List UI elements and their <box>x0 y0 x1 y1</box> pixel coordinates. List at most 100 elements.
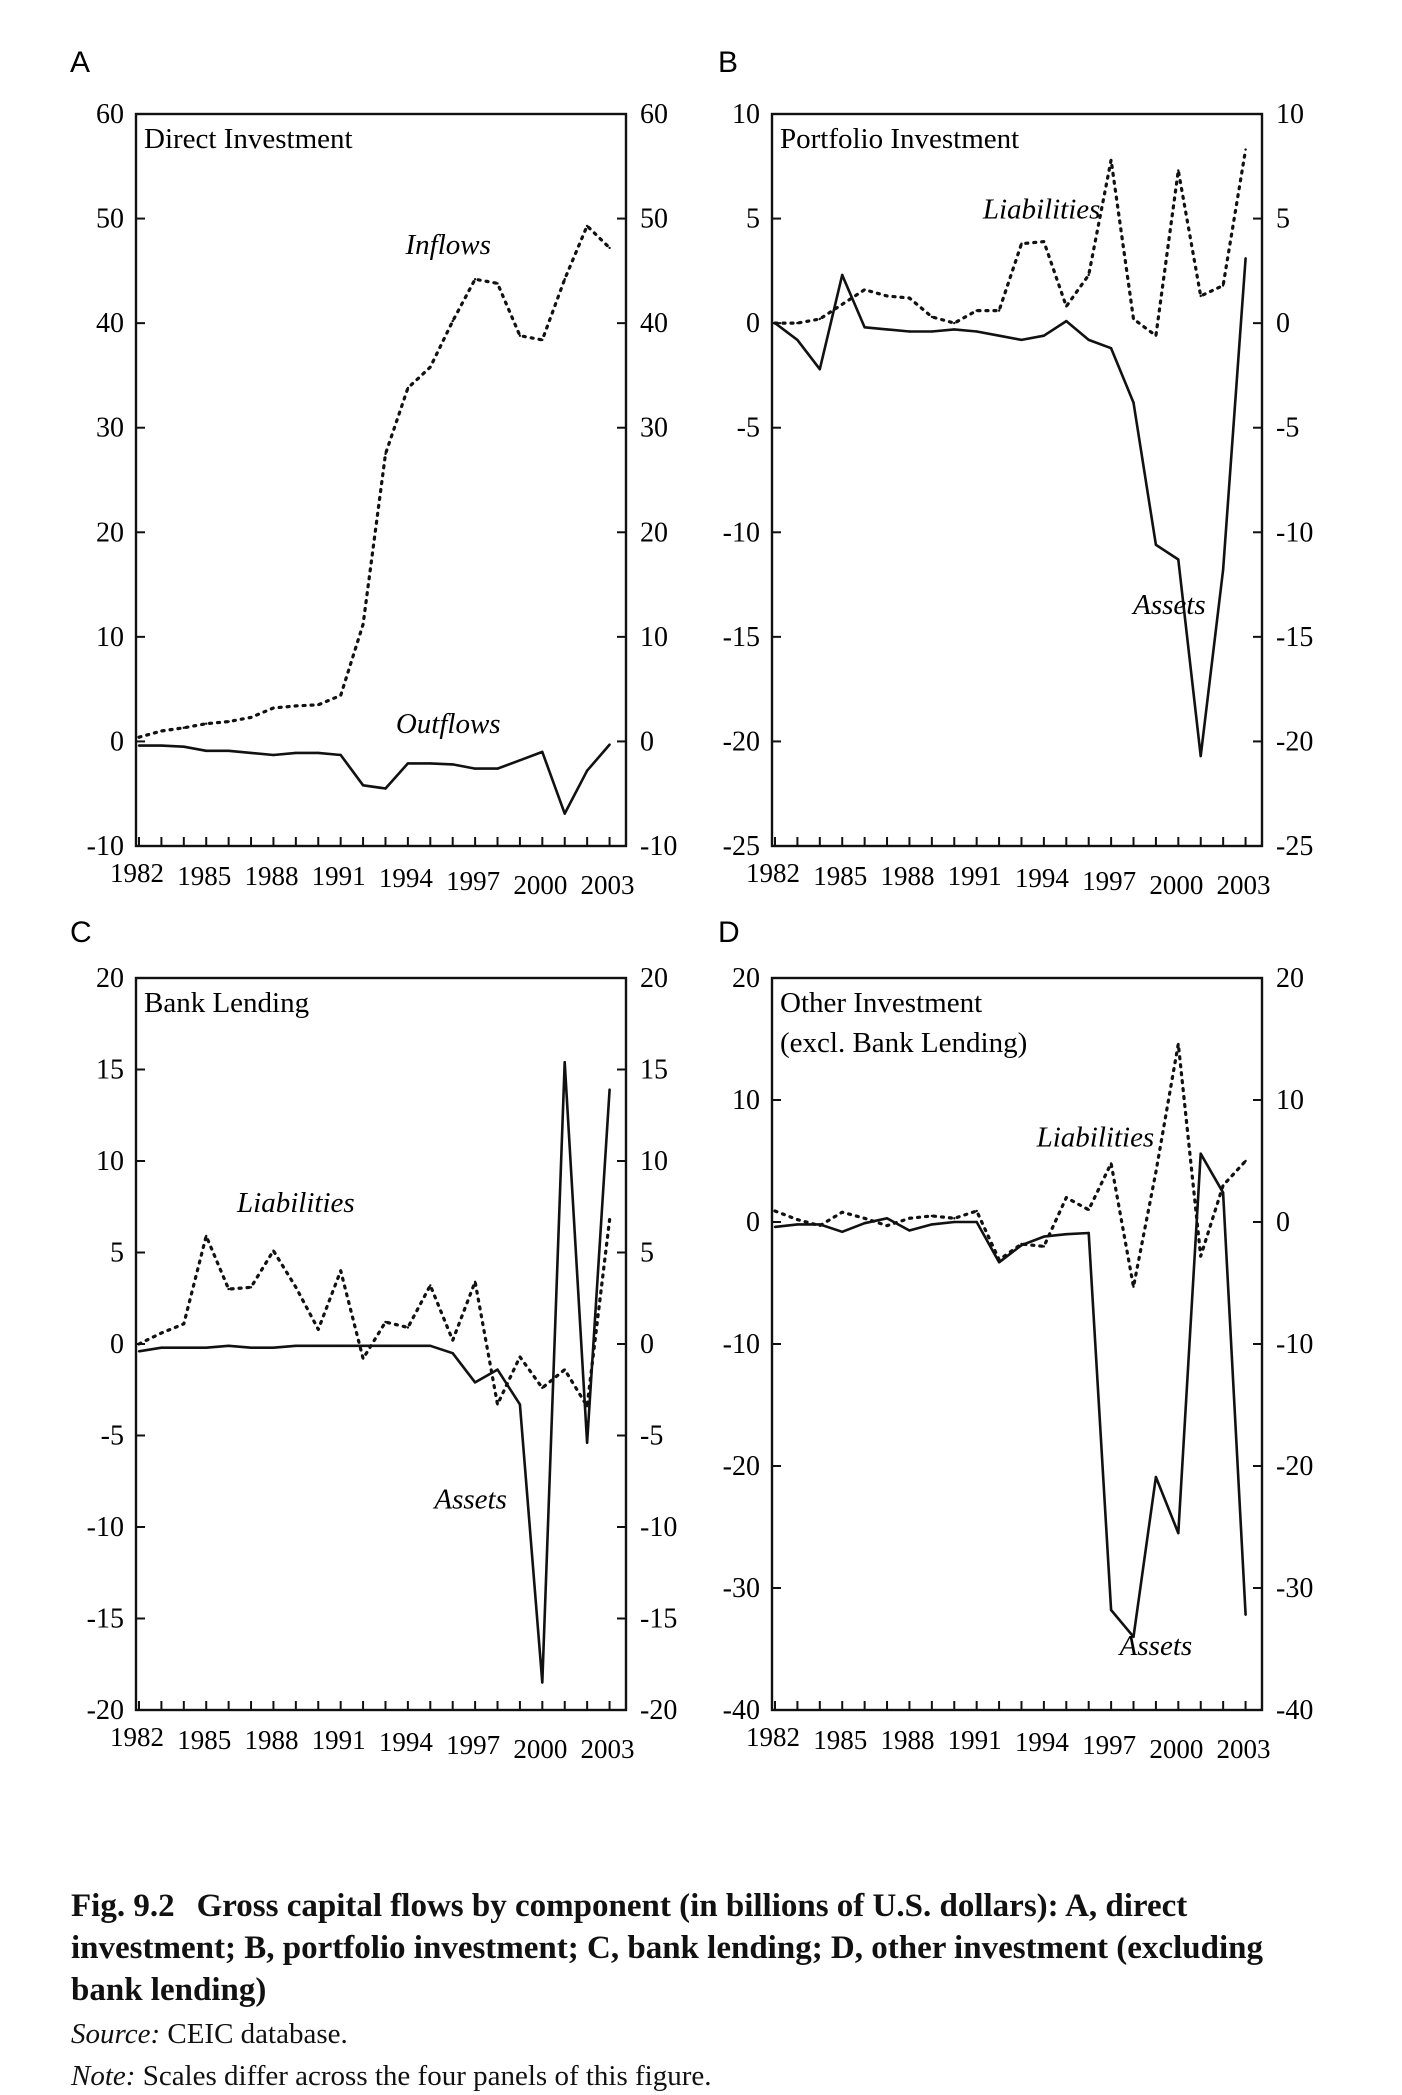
x-tick-label: 2000 <box>513 870 567 900</box>
series-inflows-point <box>563 278 566 281</box>
series-assets-point <box>908 330 911 333</box>
y-tick-label-left: 60 <box>96 99 124 130</box>
series-inflows-point <box>541 338 544 342</box>
series-assets-line <box>138 1060 611 1684</box>
y-tick-label-left: 0 <box>746 1207 760 1238</box>
series-assets-point <box>1042 1235 1046 1238</box>
panel-letter: A <box>70 46 90 79</box>
y-tick-label-left: -5 <box>101 1421 124 1452</box>
series-assets-point <box>541 1681 544 1684</box>
y-tick-label-left: 10 <box>96 1146 124 1177</box>
x-tick-label: 1988 <box>880 861 934 891</box>
caption-number: Fig. 9.2 <box>71 1888 175 1924</box>
series-liabilities-point <box>930 315 934 319</box>
series-assets-point <box>272 1346 275 1349</box>
y-tick-label-left: -15 <box>87 1604 124 1635</box>
y-tick-label-left: -20 <box>723 1451 760 1482</box>
series-liabilities-point <box>361 1357 365 1360</box>
series-liabilities-point <box>339 1269 342 1273</box>
series-assets-point <box>317 1344 320 1348</box>
series-assets-point <box>841 1230 844 1234</box>
series-inflows-point <box>451 319 454 323</box>
y-tick-label-left: -25 <box>723 831 760 862</box>
x-tick-label: 1997 <box>446 1730 500 1760</box>
series-liabilities-point <box>1177 1042 1180 1046</box>
series-liabilities-point <box>563 1368 566 1371</box>
series-inflows-point <box>182 726 185 729</box>
y-tick-label-right: -20 <box>1276 1451 1313 1482</box>
y-tick-label-right: 40 <box>640 308 668 339</box>
y-tick-label-left: -20 <box>723 726 760 757</box>
x-tick-label: 1985 <box>177 861 231 891</box>
y-tick-label-right: -40 <box>1276 1695 1313 1726</box>
series-outflows-point <box>563 812 566 815</box>
series-assets-point <box>997 334 1001 337</box>
series-assets-point <box>608 1088 611 1091</box>
series-inflows-point <box>473 278 477 281</box>
series-assets-point <box>451 1352 454 1355</box>
series-outflows-point <box>160 744 163 747</box>
x-tick-label: 1994 <box>1015 1727 1070 1757</box>
y-tick-label-right: -20 <box>1276 726 1313 757</box>
series-outflows-point <box>608 743 611 746</box>
x-tick-label: 1991 <box>948 1725 1002 1755</box>
y-tick-label-right: -10 <box>1276 517 1313 548</box>
y-tick-label-right: 0 <box>640 726 654 757</box>
series-inflows-point <box>361 623 365 626</box>
x-tick-label: 1991 <box>312 1725 366 1755</box>
series-liabilities-point <box>249 1286 253 1289</box>
series-liabilities-point <box>1244 148 1247 151</box>
series-liabilities-point <box>953 1217 956 1220</box>
series-liabilities-line <box>137 1217 612 1408</box>
series-inflows-point <box>384 452 387 456</box>
y-tick-label-left: -10 <box>723 1329 760 1360</box>
series-liabilities-point <box>885 1224 889 1227</box>
series-assets-line <box>774 1152 1247 1639</box>
x-tick-label: 1988 <box>880 1725 934 1755</box>
series-inflows-point <box>585 224 589 228</box>
x-tick-label: 1982 <box>110 858 164 888</box>
series-liabilities-point <box>796 321 799 325</box>
series-liabilities-point <box>1244 1159 1247 1163</box>
series-assets-point <box>1199 1152 1202 1155</box>
series-assets-point <box>1065 319 1068 323</box>
y-tick-label-right: 0 <box>1276 1207 1290 1238</box>
y-tick-label-right: 30 <box>640 413 668 444</box>
series-liabilities-point <box>1177 169 1180 172</box>
series-liabilities-point <box>1154 1170 1158 1174</box>
y-tick-label-right: -10 <box>640 1512 677 1543</box>
y-tick-label-right: -25 <box>1276 831 1313 862</box>
series-assets-point <box>1087 1231 1090 1235</box>
x-tick-label: 1982 <box>110 1722 164 1752</box>
series-assets-point <box>1065 1233 1068 1236</box>
series-liabilities-point <box>1065 1196 1068 1199</box>
x-tick-label: 2003 <box>1217 870 1271 900</box>
series-assets-point <box>518 1403 522 1406</box>
y-tick-label-right: 20 <box>1276 963 1304 994</box>
series-assets-point <box>930 1223 934 1226</box>
y-tick-label-left: 20 <box>96 517 124 548</box>
series-liabilities-point <box>205 1234 208 1238</box>
series-inflows-point <box>137 736 141 739</box>
series-liabilities-point <box>930 1214 934 1218</box>
series-assets-point <box>585 1441 589 1445</box>
series-assets-point <box>227 1344 230 1348</box>
y-tick-label-left: -10 <box>87 1512 124 1543</box>
x-tick-label: 2003 <box>581 870 635 900</box>
series-outflows-point <box>294 751 298 755</box>
panel-title: Direct Investment <box>144 123 353 155</box>
y-tick-label-right: -20 <box>640 1695 677 1726</box>
figure-caption: Fig. 9.2 Gross capital flows by component… <box>71 1885 1341 2095</box>
series-liabilities-point <box>1221 284 1225 287</box>
series-assets-point <box>160 1346 163 1349</box>
series-assets-point <box>997 1261 1001 1264</box>
series-liabilities-point <box>227 1287 230 1291</box>
y-tick-label-right: 5 <box>1276 204 1290 235</box>
series-label: Inflows <box>405 229 491 261</box>
x-tick-label: 1991 <box>948 861 1002 891</box>
panel-d: D -40 -40 -30 -30 -20 -20 -10 -10 0 0 10 10 20 20 1982 1… <box>718 916 1313 1764</box>
y-tick-label-left: 20 <box>732 963 760 994</box>
x-tick-label: 1997 <box>1082 1730 1136 1760</box>
y-tick-label-left: 30 <box>96 413 124 444</box>
